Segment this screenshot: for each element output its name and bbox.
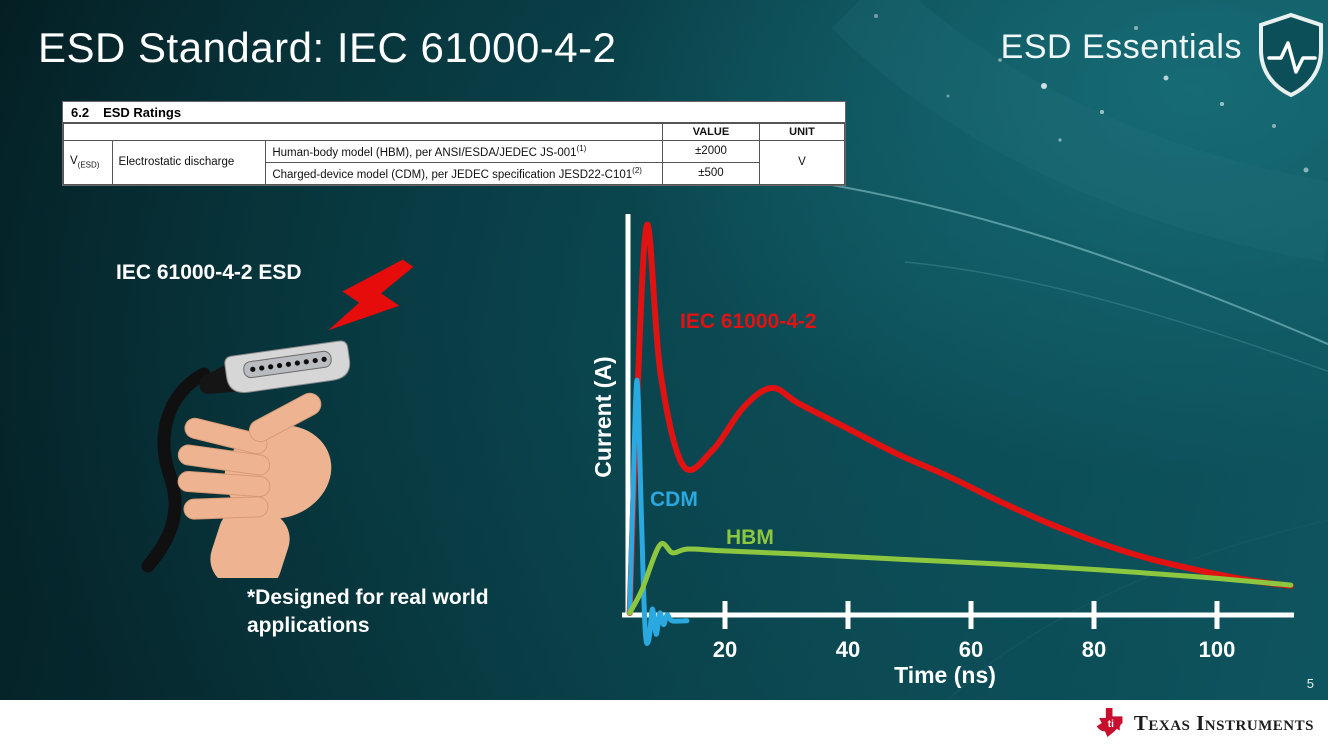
hdmi-connector [199,340,351,394]
brand-title: ESD Essentials [1000,28,1242,66]
page-title: ESD Standard: IEC 61000-4-2 [38,24,617,71]
chart: 20 40 60 80 100 Time (ns) Current (A) IEC 61… [586,210,1304,710]
param-name-cell: Electrostatic discharge [111,140,267,185]
lightning-bolt-icon [328,259,414,331]
footer-bar: ti Texas Instruments [0,700,1328,746]
connector-label: IEC 61000-4-2 ESD [116,261,302,284]
ti-logo-icon: ti [1096,708,1123,738]
table-row: Charged-device model (CDM), per JEDEC sp… [64,161,845,185]
blank-header-cell [63,123,663,141]
connector-pins [250,356,327,372]
curve-hbm [627,541,1294,616]
series-label-iec-61000-4-2: IEC 61000-4-2 [680,310,817,333]
glow-band [831,0,1328,262]
tick-label-40: 40 [836,637,860,662]
shield-pulse-icon [1259,12,1323,98]
series-label-cdm: CDM [650,488,698,511]
param-symbol-cell: V(ESD) [63,140,113,185]
value-column-header: VALUE [661,123,761,141]
cdm-value-cell: ±500 [661,161,761,185]
table-section-title: 6.2 ESD Ratings [63,102,845,123]
page-number: 5 [1306,676,1314,691]
x-axis-label: Time (ns) [894,662,996,688]
tick-label-100: 100 [1199,637,1236,662]
chart-svg: 20 40 60 80 100 [622,214,1294,662]
cable [141,367,211,573]
unit-cell: V [759,140,845,185]
hand-holding-connector-illustration [141,340,351,578]
unit-column-header: UNIT [759,123,845,141]
tick-label-60: 60 [959,637,983,662]
sparkle-dots [874,14,1309,173]
designed-for-real-world-note: *Designed for real world applications [247,586,489,638]
hbm-value-cell: ±2000 [661,140,761,163]
series-label-hbm: HBM [726,526,774,549]
tick-label-80: 80 [1082,637,1106,662]
esd-ratings-table: 6.2 ESD Ratings VALUE UNIT V(ESD) Electro… [62,101,846,186]
curve-iec-61000-4-2 [626,221,1294,616]
svg-text:ti: ti [1108,719,1114,730]
footer-brand: Texas Instruments [1133,710,1314,735]
hand [177,392,332,578]
curve-cdm [627,377,690,646]
hbm-description-cell: Human-body model (HBM), per ANSI/ESDA/JE… [265,140,663,163]
swoosh-line-2 [904,261,1328,373]
swoosh-line-3 [934,519,1328,715]
section-number: 6.2 [71,105,90,120]
y-axis-label: Current (A) [590,356,616,478]
tick-label-20: 20 [713,637,737,662]
cdm-description-cell: Charged-device model (CDM), per JEDEC sp… [265,161,663,185]
table-row: V(ESD) Electrostatic discharge Human-bod… [63,140,845,185]
swoosh-line [789,177,1328,346]
section-name: ESD Ratings [103,105,182,120]
